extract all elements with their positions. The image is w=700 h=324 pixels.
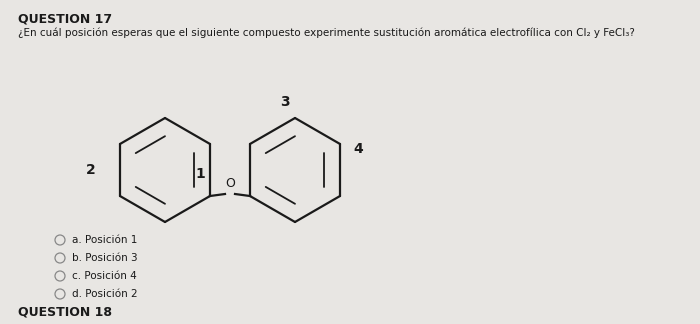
- Text: d. Posición 2: d. Posición 2: [72, 289, 138, 299]
- Text: 4: 4: [354, 142, 363, 156]
- Text: O: O: [225, 177, 235, 190]
- Text: c. Posición 4: c. Posición 4: [72, 271, 136, 281]
- Text: QUESTION 17: QUESTION 17: [18, 12, 112, 25]
- Text: ¿En cuál posición esperas que el siguiente compuesto experimente sustitución aro: ¿En cuál posición esperas que el siguien…: [18, 28, 635, 39]
- Text: 1: 1: [195, 167, 205, 181]
- Text: 3: 3: [280, 95, 290, 109]
- Text: QUESTION 18: QUESTION 18: [18, 306, 112, 318]
- Text: b. Posición 3: b. Posición 3: [72, 253, 138, 263]
- Text: 2: 2: [86, 163, 96, 177]
- Text: a. Posición 1: a. Posición 1: [72, 235, 137, 245]
